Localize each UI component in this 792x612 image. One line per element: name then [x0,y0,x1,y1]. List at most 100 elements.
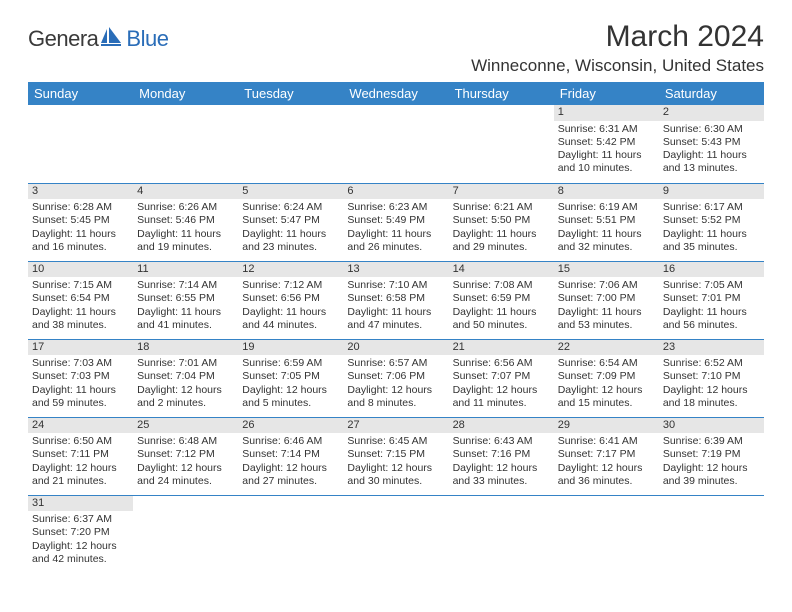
daylight-line: Daylight: 12 hours [663,384,760,397]
calendar-cell [133,105,238,183]
day-number: 27 [343,418,448,434]
daylight-line: Daylight: 12 hours [347,384,444,397]
sunset-line: Sunset: 5:43 PM [663,136,760,149]
calendar-cell: 7Sunrise: 6:21 AMSunset: 5:50 PMDaylight… [449,183,554,261]
calendar-cell: 15Sunrise: 7:06 AMSunset: 7:00 PMDayligh… [554,261,659,339]
calendar-cell: 10Sunrise: 7:15 AMSunset: 6:54 PMDayligh… [28,261,133,339]
sunset-line: Sunset: 7:09 PM [558,370,655,383]
calendar-cell: 9Sunrise: 6:17 AMSunset: 5:52 PMDaylight… [659,183,764,261]
sunrise-line: Sunrise: 6:59 AM [242,357,339,370]
daylight-line: and 15 minutes. [558,397,655,410]
daylight-line: Daylight: 12 hours [453,384,550,397]
daylight-line: and 38 minutes. [32,319,129,332]
daylight-line: Daylight: 11 hours [453,306,550,319]
sunset-line: Sunset: 7:10 PM [663,370,760,383]
sunrise-line: Sunrise: 6:57 AM [347,357,444,370]
sunset-line: Sunset: 7:20 PM [32,526,129,539]
daylight-line: and 10 minutes. [558,162,655,175]
sunset-line: Sunset: 7:05 PM [242,370,339,383]
calendar-cell: 21Sunrise: 6:56 AMSunset: 7:07 PMDayligh… [449,339,554,417]
calendar-cell: 18Sunrise: 7:01 AMSunset: 7:04 PMDayligh… [133,339,238,417]
day-header: Tuesday [238,82,343,105]
daylight-line: and 19 minutes. [137,241,234,254]
calendar-cell: 24Sunrise: 6:50 AMSunset: 7:11 PMDayligh… [28,417,133,495]
sunrise-line: Sunrise: 7:05 AM [663,279,760,292]
sunrise-line: Sunrise: 6:19 AM [558,201,655,214]
calendar-cell: 23Sunrise: 6:52 AMSunset: 7:10 PMDayligh… [659,339,764,417]
day-number: 12 [238,262,343,278]
sunrise-line: Sunrise: 6:46 AM [242,435,339,448]
daylight-line: Daylight: 12 hours [558,384,655,397]
day-number: 7 [449,184,554,200]
calendar-cell: 20Sunrise: 6:57 AMSunset: 7:06 PMDayligh… [343,339,448,417]
sunrise-line: Sunrise: 6:43 AM [453,435,550,448]
sunrise-line: Sunrise: 7:03 AM [32,357,129,370]
sunrise-line: Sunrise: 6:48 AM [137,435,234,448]
sunset-line: Sunset: 7:06 PM [347,370,444,383]
daylight-line: Daylight: 12 hours [137,462,234,475]
daylight-line: Daylight: 12 hours [347,462,444,475]
day-number: 13 [343,262,448,278]
sunset-line: Sunset: 7:17 PM [558,448,655,461]
calendar-page: Genera Blue March 2024 Winneconne, Wisco… [0,0,792,569]
calendar-cell: 22Sunrise: 6:54 AMSunset: 7:09 PMDayligh… [554,339,659,417]
sunset-line: Sunset: 5:52 PM [663,214,760,227]
calendar-cell: 4Sunrise: 6:26 AMSunset: 5:46 PMDaylight… [133,183,238,261]
calendar-cell [659,495,764,569]
calendar-cell: 1Sunrise: 6:31 AMSunset: 5:42 PMDaylight… [554,105,659,183]
daylight-line: and 11 minutes. [453,397,550,410]
daylight-line: Daylight: 12 hours [137,384,234,397]
day-number: 24 [28,418,133,434]
sunset-line: Sunset: 5:42 PM [558,136,655,149]
day-header: Sunday [28,82,133,105]
calendar-cell [554,495,659,569]
calendar-body: 1Sunrise: 6:31 AMSunset: 5:42 PMDaylight… [28,105,764,569]
location: Winneconne, Wisconsin, United States [471,56,764,76]
calendar-cell: 5Sunrise: 6:24 AMSunset: 5:47 PMDaylight… [238,183,343,261]
calendar-cell: 30Sunrise: 6:39 AMSunset: 7:19 PMDayligh… [659,417,764,495]
day-number: 14 [449,262,554,278]
sunrise-line: Sunrise: 6:52 AM [663,357,760,370]
daylight-line: and 13 minutes. [663,162,760,175]
calendar-cell: 14Sunrise: 7:08 AMSunset: 6:59 PMDayligh… [449,261,554,339]
daylight-line: Daylight: 11 hours [663,228,760,241]
day-number: 15 [554,262,659,278]
day-number: 30 [659,418,764,434]
day-number: 1 [554,105,659,121]
day-number: 16 [659,262,764,278]
sunrise-line: Sunrise: 7:06 AM [558,279,655,292]
day-number: 20 [343,340,448,356]
daylight-line: Daylight: 12 hours [663,462,760,475]
day-header: Friday [554,82,659,105]
daylight-line: Daylight: 11 hours [558,149,655,162]
daylight-line: Daylight: 11 hours [347,228,444,241]
logo: Genera Blue [28,26,168,52]
sunrise-line: Sunrise: 6:39 AM [663,435,760,448]
daylight-line: and 24 minutes. [137,475,234,488]
sunrise-line: Sunrise: 6:37 AM [32,513,129,526]
day-number: 23 [659,340,764,356]
title-block: March 2024 Winneconne, Wisconsin, United… [471,20,764,76]
calendar-cell: 2Sunrise: 6:30 AMSunset: 5:43 PMDaylight… [659,105,764,183]
daylight-line: and 59 minutes. [32,397,129,410]
sunset-line: Sunset: 7:01 PM [663,292,760,305]
calendar-cell [28,105,133,183]
daylight-line: and 47 minutes. [347,319,444,332]
sunrise-line: Sunrise: 6:28 AM [32,201,129,214]
sunset-line: Sunset: 6:54 PM [32,292,129,305]
calendar-cell: 31Sunrise: 6:37 AMSunset: 7:20 PMDayligh… [28,495,133,569]
sunrise-line: Sunrise: 6:30 AM [663,123,760,136]
day-number: 4 [133,184,238,200]
sunrise-line: Sunrise: 6:24 AM [242,201,339,214]
calendar-cell [133,495,238,569]
month-title: March 2024 [471,20,764,54]
header: Genera Blue March 2024 Winneconne, Wisco… [28,20,764,76]
daylight-line: and 29 minutes. [453,241,550,254]
day-number: 29 [554,418,659,434]
day-number: 18 [133,340,238,356]
sunrise-line: Sunrise: 6:41 AM [558,435,655,448]
calendar-cell [343,105,448,183]
day-number: 17 [28,340,133,356]
sunrise-line: Sunrise: 7:01 AM [137,357,234,370]
sunset-line: Sunset: 6:55 PM [137,292,234,305]
